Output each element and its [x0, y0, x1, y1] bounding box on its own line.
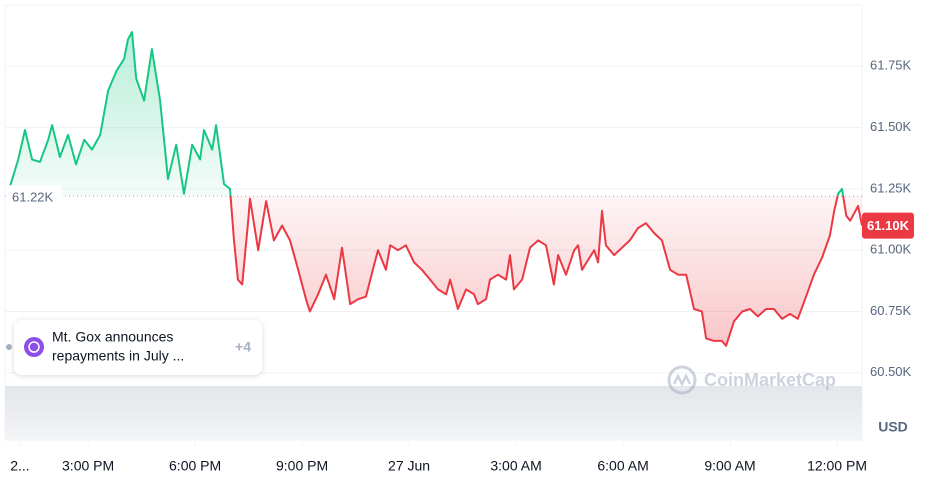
- x-tick-label: 2...: [10, 458, 29, 474]
- watermark-text: CoinMarketCap: [704, 370, 836, 390]
- x-tick-label: 3:00 PM: [62, 458, 114, 474]
- event-text: Mt. Gox announces: [52, 329, 173, 345]
- y-tick-label: 61.25K: [870, 180, 912, 195]
- event-annotation[interactable]: Mt. Gox announces repayments in July ...…: [6, 320, 262, 375]
- event-dot: [6, 344, 12, 350]
- x-tick-label: 6:00 PM: [169, 458, 221, 474]
- y-tick-label: 61.00K: [870, 242, 912, 257]
- unit-label: USD: [878, 419, 908, 435]
- x-tick-label: 12:00 PM: [807, 458, 867, 474]
- y-tick-label: 61.75K: [870, 58, 912, 73]
- watermark: CoinMarketCap: [667, 365, 836, 395]
- x-tick-label: 3:00 AM: [490, 458, 541, 474]
- last-price-box: [862, 212, 914, 239]
- x-tick-label: 6:00 AM: [597, 458, 648, 474]
- y-tick-label: 61.50K: [870, 119, 912, 134]
- x-tick-label: 9:00 AM: [704, 458, 755, 474]
- y-tick-label: 60.50K: [870, 364, 912, 379]
- price-area: [10, 32, 862, 346]
- price-line: [9, 31, 863, 347]
- event-icon: [24, 337, 44, 357]
- event-more[interactable]: +4: [235, 339, 251, 355]
- watermark-logo-mark: [672, 373, 692, 387]
- watermark-logo: [667, 365, 697, 395]
- event-card[interactable]: [14, 320, 262, 375]
- baseline-label-box: [6, 185, 62, 208]
- x-tick-label: 27 Jun: [388, 458, 430, 474]
- volume-area: [5, 386, 862, 440]
- event-icon-clock: [28, 341, 40, 353]
- last-price-label: 61.10K: [867, 218, 910, 233]
- y-tick-label: 60.75K: [870, 303, 912, 318]
- event-text: repayments in July ...: [52, 348, 184, 364]
- baseline-label: 61.22K: [12, 190, 54, 205]
- x-tick-label: 9:00 PM: [276, 458, 328, 474]
